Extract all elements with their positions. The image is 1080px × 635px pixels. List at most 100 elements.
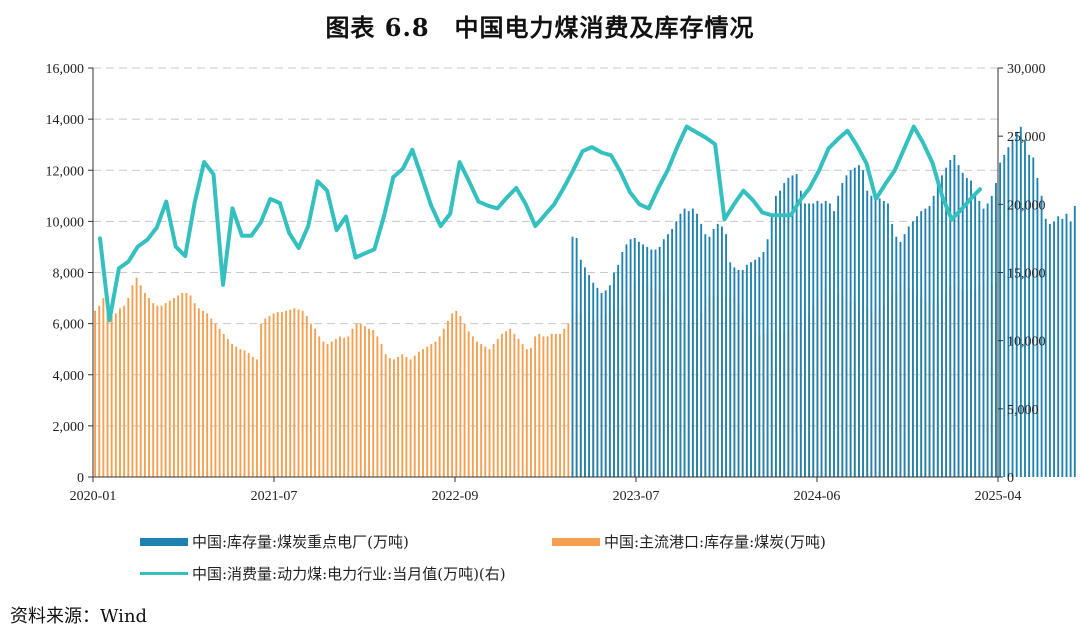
bar-power-plant (1003, 154, 1006, 477)
bar-power-plant (974, 195, 977, 477)
bar-port (488, 349, 491, 477)
bar-port (546, 336, 549, 477)
bar-port (442, 328, 445, 477)
left-tick-label: 6,000 (53, 318, 85, 333)
bar-power-plant (745, 264, 748, 477)
bar-power-plant (667, 234, 669, 477)
bar-power-plant (878, 198, 881, 477)
bar-port (322, 341, 325, 477)
bar-port (239, 349, 242, 477)
bar-power-plant (696, 213, 698, 478)
bar-power-plant (737, 269, 740, 477)
right-tick-label: 25,000 (1007, 130, 1046, 145)
bar-power-plant (774, 195, 777, 477)
bar-port (160, 305, 163, 477)
bar-port (310, 323, 312, 477)
bar-port (214, 323, 217, 477)
bar-port (447, 321, 449, 477)
bar-power-plant (828, 203, 831, 477)
bar-port (388, 358, 391, 477)
right-tick-label: 15,000 (1007, 267, 1046, 282)
bar-port (106, 308, 109, 477)
bar-port (139, 285, 142, 477)
x-tick-label: 2023-07 (613, 489, 660, 504)
bar-port (202, 310, 204, 477)
bar-power-plant (720, 226, 723, 477)
legend-item-power-plant: 中国:库存量:煤炭重点电厂(万吨) (140, 531, 409, 552)
bar-port (363, 326, 366, 477)
bar-port (530, 347, 532, 477)
x-tick-label: 2021-07 (251, 489, 298, 504)
right-axis-ticks: 0 5,000 10,000 15,000 20,000 25,000 30,000 (998, 62, 1046, 486)
bar-power-plant (804, 203, 806, 477)
chart-title: 图表 6.8 中国电力煤消费及库存情况 (325, 13, 755, 42)
bar-port (534, 336, 537, 477)
bar-port (500, 333, 503, 477)
bar-power-plant (592, 282, 595, 477)
bar-power-plant (700, 223, 703, 477)
chart: 0 2,000 4,000 6,000 8,000 10,000 12,000 14,000 1… (46, 62, 1076, 504)
bar-port (135, 277, 138, 477)
bar-power-plant (953, 154, 956, 477)
bar-power-plant (994, 183, 997, 477)
bar-port (148, 298, 150, 477)
bar-power-plant (621, 252, 624, 477)
bar-power-plant (911, 221, 914, 477)
legend-swatch-consumption (140, 572, 188, 575)
x-axis-ticks: 2020-01 2021-07 2022-09 2023-07 2024-06 2025-… (70, 477, 1021, 504)
bar-port (276, 312, 279, 477)
bar-port (459, 315, 462, 477)
bar-port (359, 323, 362, 477)
bar-power-plant (779, 190, 781, 477)
bar-power-plant (571, 236, 574, 477)
bar-power-plant (1015, 131, 1018, 477)
bar-power-plant (853, 167, 856, 477)
bar-port (231, 344, 234, 477)
bar-port (480, 344, 483, 477)
bar-power-plant (733, 267, 736, 477)
bar-port (285, 310, 287, 477)
bar-power-plant (820, 203, 823, 477)
bar-power-plant (617, 264, 620, 477)
bar-port (131, 285, 134, 477)
bar-power-plant (945, 167, 948, 477)
bar-port (538, 333, 541, 477)
bar-power-plant (841, 183, 844, 477)
bar-port (434, 341, 437, 477)
bar-power-plant (646, 246, 649, 477)
bar-power-plant (916, 216, 918, 477)
bar-power-plant (1024, 139, 1026, 477)
bar-power-plant (990, 195, 993, 477)
bar-power-plant (907, 226, 910, 477)
right-tick-label: 5,000 (1007, 403, 1039, 418)
bar-port (422, 349, 424, 477)
bar-port (567, 323, 570, 477)
legend-item-consumption: 中国:消费量:动力煤:电力行业:当月值(万吨)(右) (140, 563, 506, 584)
bar-port (542, 336, 545, 477)
bar-power-plant (999, 162, 1002, 478)
left-tick-label: 2,000 (53, 420, 85, 435)
bar-power-plant (866, 190, 869, 477)
bar-power-plant (1032, 157, 1035, 477)
bar-power-plant (1028, 154, 1031, 477)
bar-port (264, 318, 267, 477)
bar-port (268, 315, 271, 477)
bar-port (226, 338, 229, 477)
bar-power-plant (691, 208, 694, 477)
bar-port (177, 295, 180, 477)
right-tick-label: 0 (1007, 471, 1014, 486)
bar-power-plant (783, 183, 786, 477)
bar-port (168, 300, 171, 477)
bar-port (185, 292, 188, 477)
bar-power-plant (762, 252, 765, 477)
bar-port (260, 323, 263, 477)
bar-power-plant (986, 203, 989, 477)
legend-label: 中国:消费量:动力煤:电力行业:当月值(万吨)(右) (192, 565, 506, 583)
bar-port (164, 303, 167, 477)
bar-power-plant (799, 190, 802, 477)
bar-power-plant (604, 290, 607, 477)
bar-power-plant (1040, 195, 1043, 477)
bar-power-plant (642, 244, 644, 477)
bar-port (305, 315, 308, 477)
left-tick-label: 8,000 (53, 267, 85, 282)
